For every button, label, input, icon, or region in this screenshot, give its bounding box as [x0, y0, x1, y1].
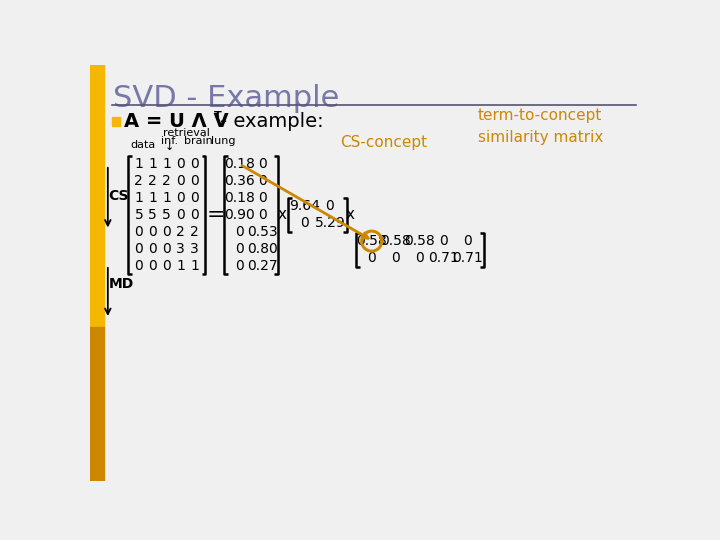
Text: 0: 0	[464, 234, 472, 248]
Text: brain: brain	[184, 136, 213, 146]
Text: 0.53: 0.53	[248, 225, 278, 239]
Text: 1: 1	[162, 191, 171, 205]
Text: 2: 2	[135, 174, 143, 188]
Text: MD: MD	[109, 277, 134, 291]
Text: 0.36: 0.36	[224, 174, 255, 188]
Text: 5.29: 5.29	[315, 217, 345, 231]
Text: 5: 5	[148, 208, 157, 222]
Text: data: data	[130, 139, 156, 150]
Text: 0: 0	[190, 191, 199, 205]
Text: 0: 0	[392, 251, 400, 265]
Text: 0: 0	[258, 208, 267, 222]
Text: term-to-concept
similarity matrix: term-to-concept similarity matrix	[477, 108, 603, 145]
Text: 2: 2	[162, 174, 171, 188]
Bar	[90, 327, 104, 481]
Text: - example:: - example:	[220, 111, 324, 131]
Text: 0: 0	[190, 174, 199, 188]
Text: T: T	[214, 111, 222, 120]
Text: 0: 0	[415, 251, 424, 265]
Text: 0: 0	[176, 208, 185, 222]
Text: x: x	[346, 207, 355, 222]
Text: 1: 1	[148, 157, 157, 171]
Text: 0: 0	[190, 157, 199, 171]
Text: 0: 0	[258, 191, 267, 205]
Text: 0: 0	[148, 225, 157, 239]
Text: 0.71: 0.71	[428, 251, 459, 265]
Text: 0: 0	[300, 217, 309, 231]
Text: 0.58: 0.58	[405, 234, 435, 248]
Text: 1: 1	[148, 191, 157, 205]
Text: 1: 1	[135, 191, 143, 205]
Text: 2: 2	[176, 225, 185, 239]
Text: 1: 1	[176, 259, 185, 273]
Text: 0.80: 0.80	[248, 242, 278, 256]
Text: 0: 0	[235, 259, 244, 273]
Text: 1: 1	[162, 157, 171, 171]
Text: 0.18: 0.18	[224, 157, 255, 171]
Text: 5: 5	[135, 208, 143, 222]
Text: x: x	[278, 207, 287, 222]
Text: 0: 0	[439, 234, 448, 248]
Text: 0: 0	[176, 157, 185, 171]
Text: 0: 0	[135, 225, 143, 239]
Text: 0: 0	[162, 225, 171, 239]
Text: retrieval: retrieval	[163, 128, 210, 138]
Text: 0: 0	[148, 242, 157, 256]
Text: 0: 0	[190, 208, 199, 222]
Text: 0.18: 0.18	[224, 191, 255, 205]
Text: 0.71: 0.71	[452, 251, 483, 265]
Text: inf.: inf.	[161, 136, 179, 146]
Text: 9.64: 9.64	[289, 199, 320, 213]
Text: lung: lung	[211, 136, 235, 146]
Text: CS: CS	[109, 188, 129, 202]
Text: 0: 0	[367, 251, 376, 265]
Text: =: =	[206, 205, 225, 225]
Text: SVD - Example: SVD - Example	[113, 84, 340, 113]
Text: 0: 0	[258, 174, 267, 188]
Text: 2: 2	[148, 174, 157, 188]
Text: CS-concept: CS-concept	[341, 134, 428, 150]
Text: 0: 0	[325, 199, 334, 213]
Text: 0: 0	[176, 191, 185, 205]
Text: 0.58: 0.58	[380, 234, 411, 248]
Text: 0: 0	[135, 259, 143, 273]
Text: 1: 1	[135, 157, 143, 171]
Text: 0: 0	[148, 259, 157, 273]
Text: 0.58: 0.58	[356, 234, 387, 248]
Text: 1: 1	[190, 259, 199, 273]
Text: 0: 0	[235, 242, 244, 256]
Text: 5: 5	[162, 208, 171, 222]
Text: 3: 3	[176, 242, 185, 256]
Bar	[112, 117, 120, 126]
Text: 0: 0	[235, 225, 244, 239]
Text: 0: 0	[135, 242, 143, 256]
Text: A = U Λ V: A = U Λ V	[124, 111, 229, 131]
Text: 0: 0	[258, 157, 267, 171]
Text: ↓: ↓	[165, 142, 174, 152]
Text: 0: 0	[162, 259, 171, 273]
Bar	[90, 65, 104, 327]
Text: 0.90: 0.90	[224, 208, 255, 222]
Text: 0.27: 0.27	[248, 259, 278, 273]
Text: 0: 0	[162, 242, 171, 256]
Text: 2: 2	[190, 225, 199, 239]
Text: 3: 3	[190, 242, 199, 256]
Text: 0: 0	[176, 174, 185, 188]
